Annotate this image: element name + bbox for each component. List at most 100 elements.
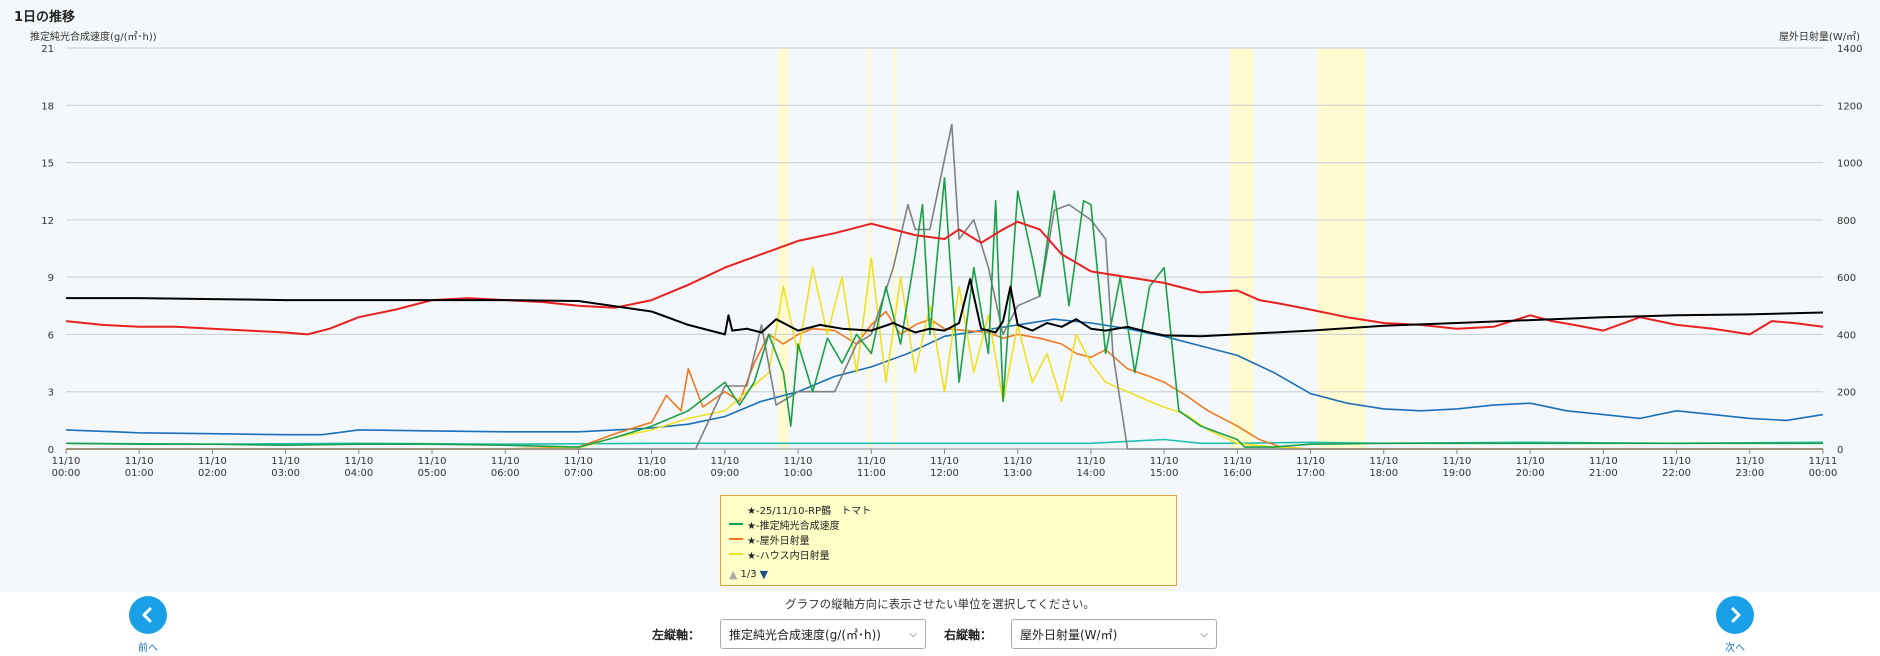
x-tick-label: 11/10 [1077,456,1106,467]
x-tick-label: 17:00 [1296,468,1325,479]
x-tick-label: 11/10 [1662,456,1691,467]
x-tick-label: 07:00 [564,468,593,479]
x-tick-label: 11/10 [1735,456,1764,467]
y2-tick-label: 800 [1837,216,1856,227]
x-tick-label: 11/10 [784,456,813,467]
left-axis-select[interactable]: 推定純光合成速度(g/(㎡･h)) ⌵ [720,619,926,649]
series-line [66,123,1823,450]
x-tick-label: 19:00 [1443,468,1472,479]
chart-legend: ★-25/11/10-RP鶴 トマト ★-推定純光合成速度 ★-屋外日射量 ★-… [720,495,1177,586]
pager-up-icon[interactable]: ▲ [729,568,738,581]
prev-button[interactable] [129,596,167,634]
right-axis-title: 屋外日射量(W/㎡) [1778,32,1860,43]
series-line [65,220,1824,336]
x-tick-label: 03:00 [271,468,300,479]
legend-item-label: ★-推定純光合成速度 [747,520,840,532]
series-line [66,257,1823,450]
x-tick-label: 05:00 [418,468,447,479]
legend-item-house-radiation: ★-ハウス内日射量 [729,547,830,562]
x-tick-label: 11/10 [52,456,81,467]
y-tick-label: 12 [41,216,54,227]
highlight-band [778,48,789,449]
y-tick-label: 9 [48,273,54,284]
x-tick-label: 02:00 [198,468,227,479]
x-tick-label: 18:00 [1369,468,1398,479]
right-axis-select[interactable]: 屋外日射量(W/㎡) ⌵ [1011,619,1217,649]
x-tick-label: 21:00 [1589,468,1618,479]
x-tick-label: 11:00 [857,468,886,479]
left-axis-select-value: 推定純光合成速度(g/(㎡･h)) [729,627,881,642]
x-tick-label: 11/10 [637,456,666,467]
x-tick-label: 22:00 [1662,468,1691,479]
next-label[interactable]: 次へ [1725,643,1745,654]
line-chart: 0 3 6 9 12 15 18 21 0 200 400 600 800 1000 1200 1400 11/… [41,44,1862,479]
highlight-band [1317,48,1366,449]
x-tick-label: 11/10 [1443,456,1472,467]
x-tick-label: 14:00 [1077,468,1106,479]
legend-item-label: ★-25/11/10-RP鶴 トマト [747,505,872,517]
y2-tick-label: 600 [1837,273,1856,284]
y2-tick-label: 200 [1837,388,1856,399]
page-title: 1日の推移 [14,10,76,25]
y2-tick-label: 0 [1837,445,1843,456]
series-line [66,278,1824,338]
y-tick-label: 6 [48,330,54,341]
x-tick-label: 10:00 [784,468,813,479]
legend-item-label: ★-屋外日射量 [747,535,810,547]
series-line [65,318,1824,436]
x-tick-label: 11/10 [1369,456,1398,467]
series-line [65,177,1823,448]
x-tick-label: 01:00 [125,468,154,479]
y2-tick-label: 1000 [1837,159,1862,170]
right-axis-select-value: 屋外日射量(W/㎡) [1020,627,1118,642]
pager-text: 1/3 [740,569,757,580]
series-line [66,310,1823,450]
left-axis-title: 推定純光合成速度(g/(㎡･h)) [30,32,157,43]
chevron-down-icon: ⌵ [909,628,917,640]
chart-panel [0,0,1880,592]
highlight-band [893,48,897,449]
x-tick-label: 00:00 [52,468,81,479]
axis-help-text: グラフの縦軸方向に表示させたい単位を選択してください。 [785,597,1095,611]
chevron-right-icon [1731,607,1741,623]
y-tick-label: 15 [41,159,54,170]
x-tick-label: 08:00 [637,468,666,479]
legend-swatch [729,523,743,525]
pager-down-icon[interactable]: ▼ [759,568,769,581]
x-tick-label: 15:00 [1150,468,1179,479]
y-tick-label: 0 [48,445,54,456]
y-tick-label: 18 [41,101,54,112]
left-axis-select-label: 左縦軸： [652,628,701,642]
y-tick-label: 3 [48,388,54,399]
x-tick-label: 11/10 [930,456,959,467]
x-tick-label: 11/10 [1516,456,1545,467]
chevron-down-icon: ⌵ [1200,628,1208,640]
highlight-band [1230,48,1254,449]
next-button[interactable] [1716,596,1754,634]
legend-swatch [729,538,743,540]
y2-tick-label: 1200 [1837,101,1862,112]
x-tick-label: 16:00 [1223,468,1252,479]
legend-item-group: ★-25/11/10-RP鶴 トマト [729,502,872,517]
legend-swatch [729,508,743,510]
legend-item-label: ★-ハウス内日射量 [747,550,830,562]
x-tick-label: 09:00 [710,468,739,479]
x-tick-label: 11/10 [198,456,227,467]
prev-label[interactable]: 前へ [138,643,158,654]
x-tick-label: 04:00 [344,468,373,479]
x-tick-label: 23:00 [1735,468,1764,479]
y2-tick-label: 1400 [1837,44,1862,55]
right-axis-select-label: 右縦軸： [944,628,993,642]
x-tick-label: 11/10 [1223,456,1252,467]
x-tick-label: 11/10 [710,456,739,467]
legend-pager: ▲ 1/3 ▼ [729,568,768,581]
y-tick-label: 21 [41,44,54,55]
y2-tick-label: 400 [1837,330,1856,341]
x-tick-label: 11/10 [344,456,373,467]
x-tick-label: 11/10 [491,456,520,467]
legend-swatch [729,553,743,555]
x-tick-label: 11/10 [1150,456,1179,467]
x-tick-label: 20:00 [1516,468,1545,479]
legend-item-photosynthesis: ★-推定純光合成速度 [729,517,840,532]
x-tick-label: 11/10 [418,456,447,467]
